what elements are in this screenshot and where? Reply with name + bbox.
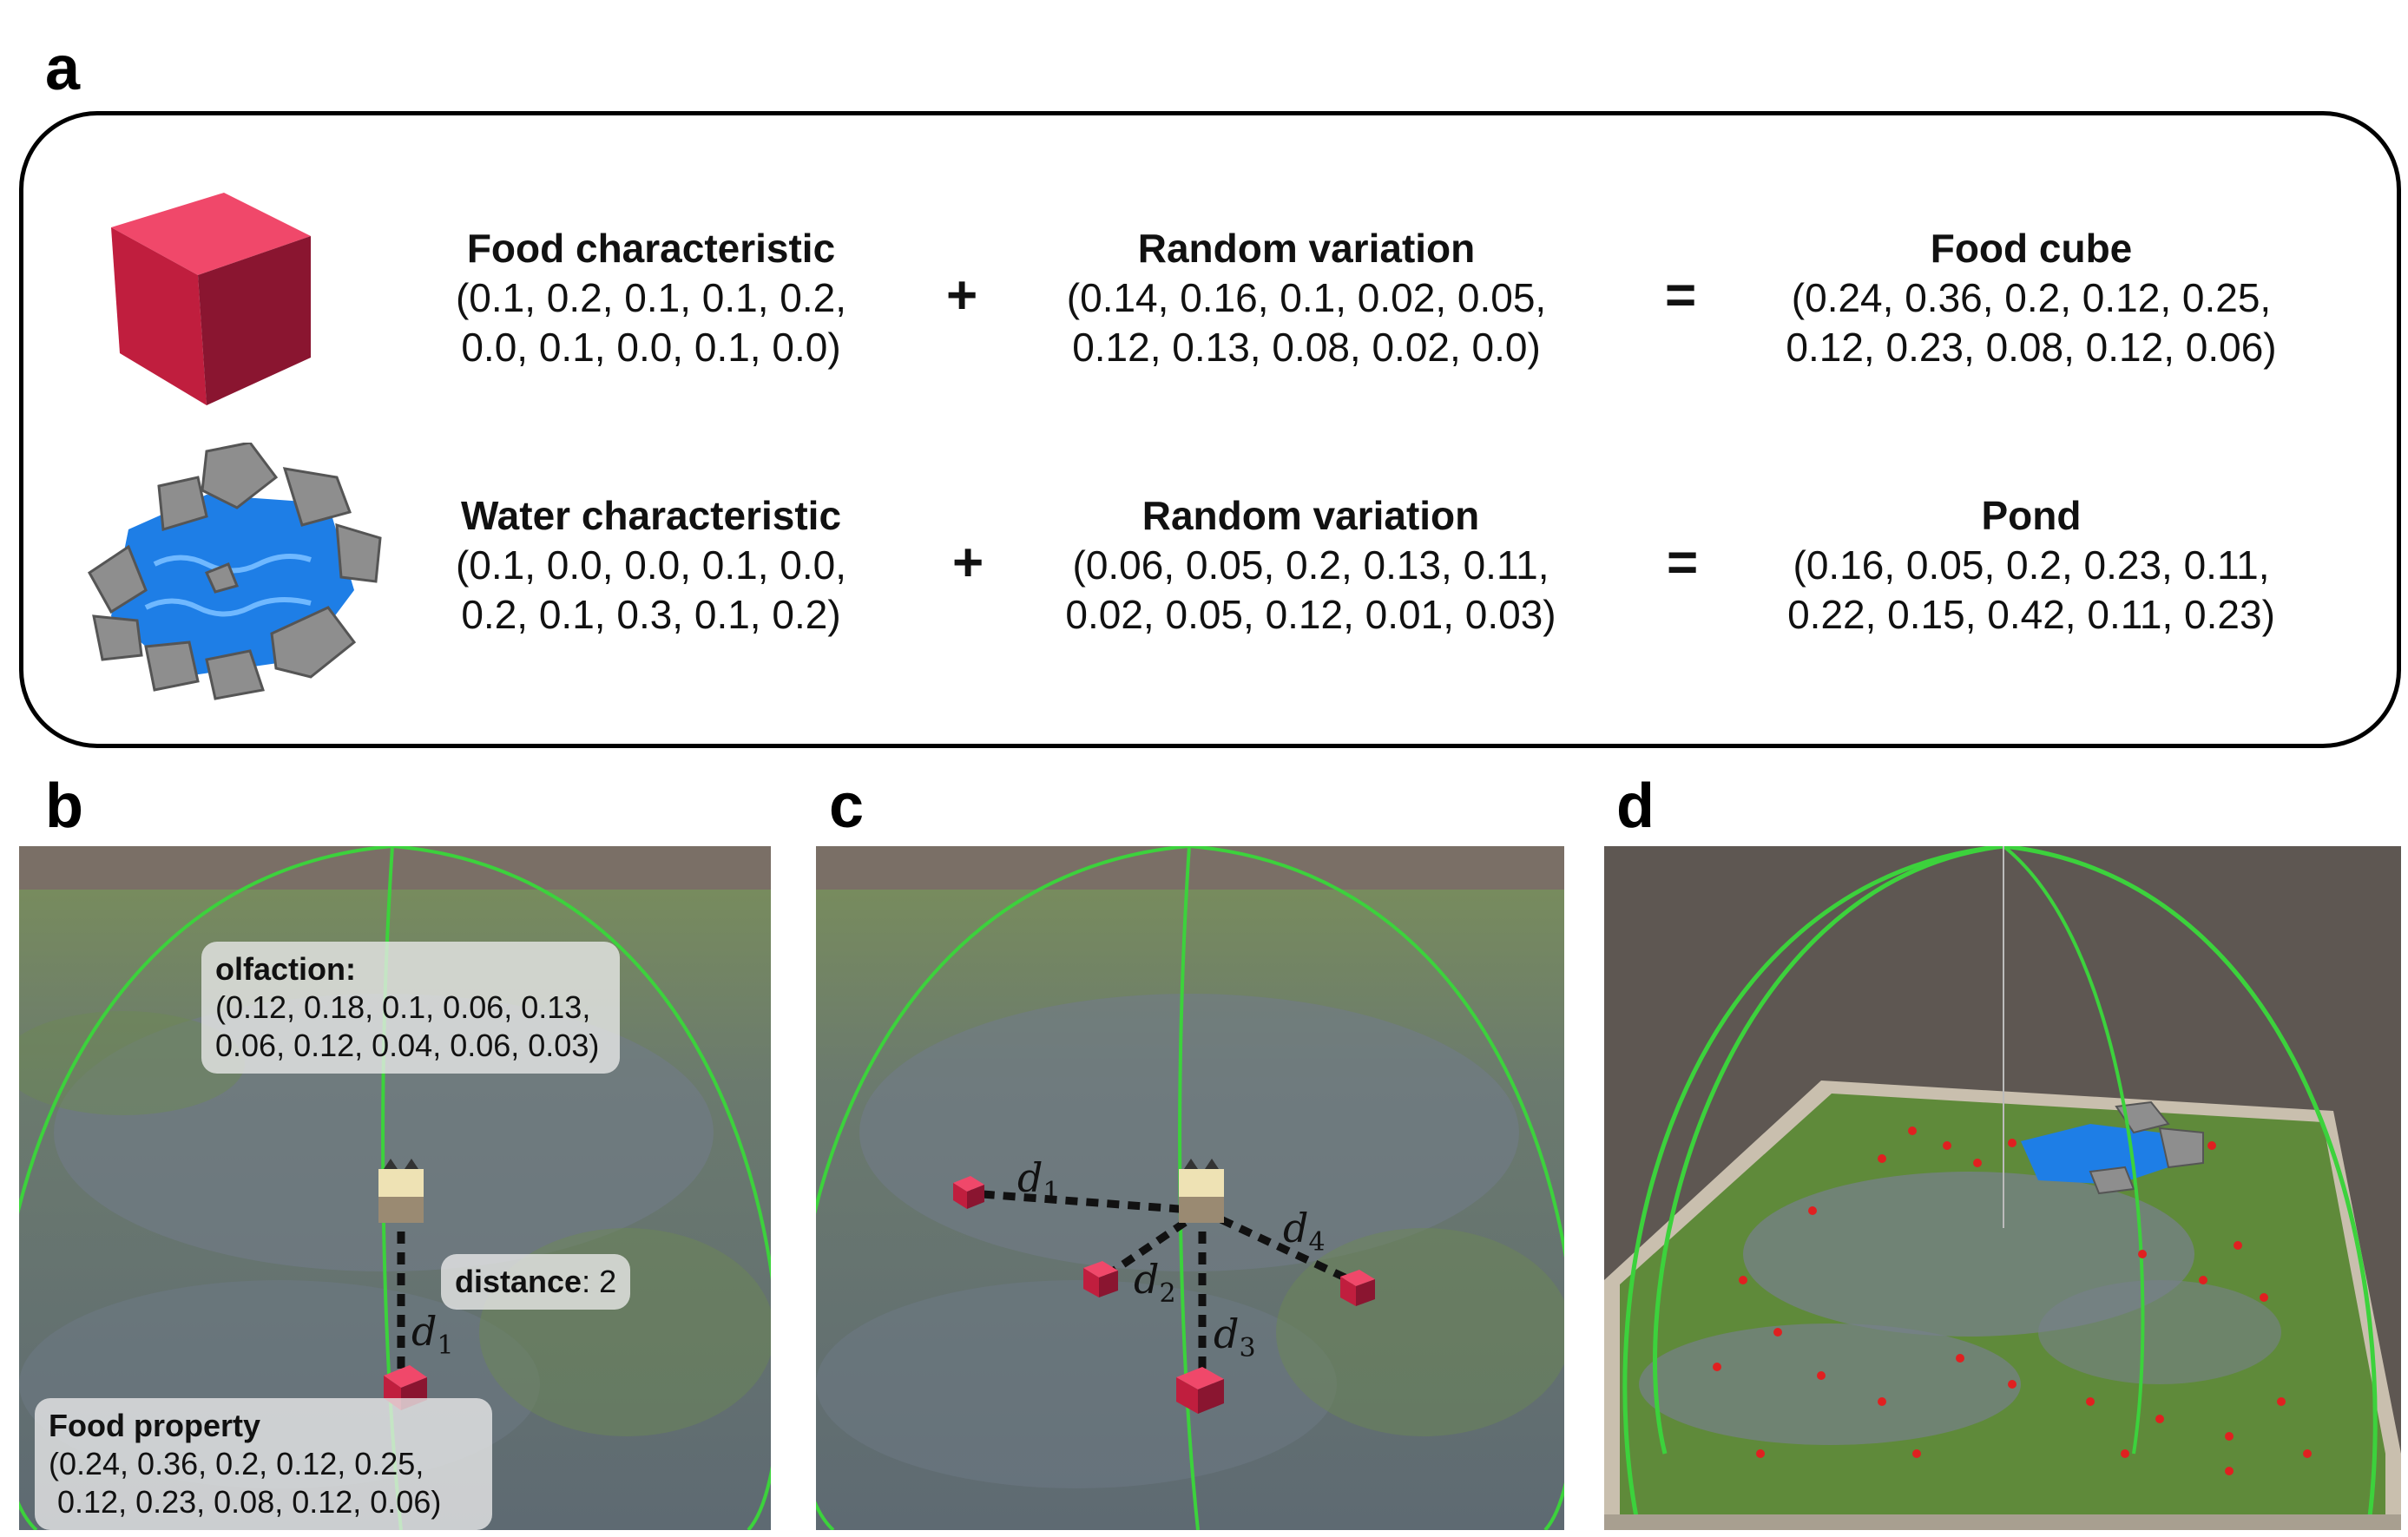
water-characteristic-line1: (0.1, 0.0, 0.0, 0.1, 0.0, bbox=[455, 542, 847, 588]
food-property-label: Food property bbox=[49, 1408, 260, 1443]
food-cube-line1: (0.24, 0.36, 0.2, 0.12, 0.25, bbox=[1791, 275, 2272, 320]
water-characteristic-title: Water characteristic bbox=[460, 493, 842, 538]
random-variation-line2: 0.02, 0.05, 0.12, 0.01, 0.03) bbox=[1065, 592, 1556, 637]
food-cube bbox=[1176, 1367, 1224, 1414]
olfaction-line2: 0.06, 0.12, 0.04, 0.06, 0.03) bbox=[215, 1028, 600, 1063]
food-characteristic-title: Food characteristic bbox=[466, 226, 836, 271]
random-variation-line1: (0.06, 0.05, 0.2, 0.13, 0.11, bbox=[1072, 542, 1549, 588]
panel-label-b: b bbox=[45, 772, 83, 841]
food-characteristic-line2: 0.0, 0.1, 0.0, 0.1, 0.0) bbox=[461, 325, 841, 370]
scene-arena-overview bbox=[1604, 846, 2401, 1530]
agent-icon bbox=[378, 1159, 424, 1223]
distance-readout: distance: 2 bbox=[441, 1254, 631, 1310]
food-characteristic-line1: (0.1, 0.2, 0.1, 0.1, 0.2, bbox=[455, 275, 847, 320]
food-cube-result: Food cube (0.24, 0.36, 0.2, 0.12, 0.25, … bbox=[1753, 224, 2309, 372]
plus-operator: + bbox=[952, 533, 984, 593]
olfaction-line1: (0.12, 0.18, 0.1, 0.06, 0.13, bbox=[215, 989, 591, 1025]
food-cube-title: Food cube bbox=[1930, 226, 2133, 271]
pond-line2: 0.22, 0.15, 0.42, 0.11, 0.23) bbox=[1787, 592, 2275, 637]
scene-distance-multiple: d1 d2 d3 d4 bbox=[816, 846, 1564, 1530]
equals-operator: = bbox=[1667, 533, 1699, 593]
equals-operator: = bbox=[1665, 266, 1697, 325]
olfaction-readout: olfaction: (0.12, 0.18, 0.1, 0.06, 0.13,… bbox=[201, 942, 620, 1074]
food-cube-line2: 0.12, 0.23, 0.08, 0.12, 0.06) bbox=[1786, 325, 2277, 370]
distance-symbol-d1: d1 bbox=[1017, 1154, 1060, 1208]
random-variation-term: Random variation (0.06, 0.05, 0.2, 0.13,… bbox=[1029, 491, 1593, 640]
agent-icon bbox=[1179, 1159, 1224, 1223]
distance-symbol-d4: d4 bbox=[1283, 1205, 1326, 1258]
random-variation-title: Random variation bbox=[1137, 226, 1476, 271]
food-cube-icon bbox=[111, 193, 311, 405]
olfaction-label: olfaction: bbox=[215, 951, 356, 987]
distance-label: distance bbox=[455, 1264, 582, 1299]
plus-operator: + bbox=[946, 266, 978, 325]
food-characteristic-term: Food characteristic (0.1, 0.2, 0.1, 0.1,… bbox=[408, 224, 894, 372]
distance-value: : 2 bbox=[582, 1264, 617, 1299]
scene-olfaction-single: olfaction: (0.12, 0.18, 0.1, 0.06, 0.13,… bbox=[19, 846, 771, 1530]
random-variation-line1: (0.14, 0.16, 0.1, 0.02, 0.05, bbox=[1066, 275, 1547, 320]
scene-c-graphic bbox=[816, 846, 1564, 1530]
pond bbox=[2021, 1124, 2168, 1185]
formula-panel bbox=[19, 111, 2401, 748]
food-property-line2: 0.12, 0.23, 0.08, 0.12, 0.06) bbox=[49, 1484, 442, 1520]
pond-title: Pond bbox=[1981, 493, 2082, 538]
scene-d-graphic bbox=[1604, 846, 2401, 1530]
pond-line1: (0.16, 0.05, 0.2, 0.23, 0.11, bbox=[1793, 542, 2270, 588]
panel-label-a: a bbox=[45, 34, 81, 103]
distance-symbol-d2: d2 bbox=[1134, 1256, 1176, 1310]
random-variation-term: Random variation (0.14, 0.16, 0.1, 0.02,… bbox=[1029, 224, 1584, 372]
food-cube bbox=[1340, 1270, 1375, 1306]
panel-label-d: d bbox=[1616, 772, 1655, 841]
food-property-line1: (0.24, 0.36, 0.2, 0.12, 0.25, bbox=[49, 1446, 424, 1481]
random-variation-line2: 0.12, 0.13, 0.08, 0.02, 0.0) bbox=[1072, 325, 1541, 370]
panel-label-c: c bbox=[829, 772, 865, 841]
food-cube bbox=[953, 1176, 984, 1209]
food-cube bbox=[1083, 1261, 1118, 1297]
water-characteristic-line2: 0.2, 0.1, 0.3, 0.1, 0.2) bbox=[461, 592, 841, 637]
pond-icon bbox=[88, 443, 382, 700]
water-characteristic-term: Water characteristic (0.1, 0.0, 0.0, 0.1… bbox=[408, 491, 894, 640]
food-property-readout: Food property (0.24, 0.36, 0.2, 0.12, 0.… bbox=[35, 1398, 492, 1530]
random-variation-title: Random variation bbox=[1141, 493, 1480, 538]
distance-symbol-d1: d1 bbox=[411, 1308, 454, 1362]
pond-result: Pond (0.16, 0.05, 0.2, 0.23, 0.11, 0.22,… bbox=[1753, 491, 2309, 640]
distance-symbol-d3: d3 bbox=[1214, 1310, 1256, 1364]
